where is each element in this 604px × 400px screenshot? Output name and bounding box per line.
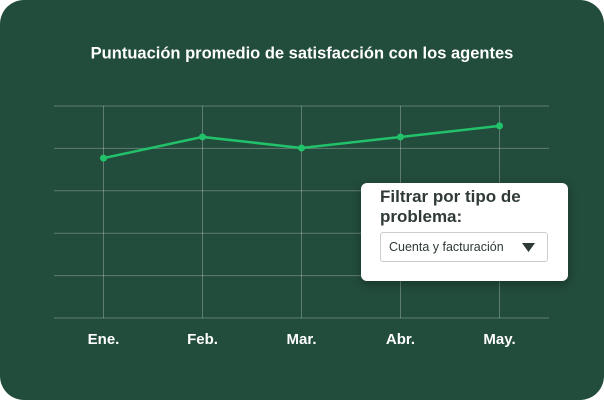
data-point xyxy=(199,133,206,141)
x-tick-label: Feb. xyxy=(187,331,218,348)
filter-popup: Filtrar por tipo de problema: Cuenta y f… xyxy=(361,183,568,281)
data-point xyxy=(397,133,404,141)
dropdown[interactable]: Cuenta y facturación xyxy=(380,232,548,262)
data-point xyxy=(100,154,107,162)
chart-title: Puntuación promedio de satisfacción con … xyxy=(91,44,514,62)
x-tick-label: Mar. xyxy=(286,331,316,348)
x-tick-label: May. xyxy=(483,331,515,348)
filter-label: Filtrar por tipo de problema: xyxy=(380,187,521,226)
dropdown-value: Cuenta y facturación xyxy=(389,240,504,254)
x-tick-label: Ene. xyxy=(88,331,120,348)
data-point xyxy=(298,144,305,152)
dropdown-arrow xyxy=(522,243,535,252)
data-point xyxy=(496,122,503,130)
x-tick-label: Abr. xyxy=(386,331,415,348)
